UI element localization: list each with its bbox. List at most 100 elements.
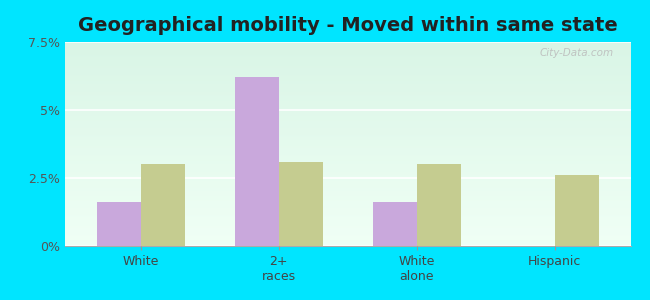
Bar <box>97 202 141 246</box>
Bar <box>65 235 630 236</box>
Bar <box>65 171 630 172</box>
Bar <box>65 114 630 115</box>
Bar <box>65 71 630 72</box>
Bar <box>65 187 630 188</box>
Bar <box>65 234 630 235</box>
Bar <box>65 164 630 165</box>
Bar <box>65 160 630 161</box>
Bar <box>65 115 630 116</box>
Bar <box>65 76 630 77</box>
Bar <box>65 173 630 174</box>
Bar <box>65 190 630 191</box>
Bar <box>65 135 630 136</box>
Bar <box>65 230 630 231</box>
Bar <box>65 121 630 122</box>
Bar <box>65 165 630 166</box>
Bar <box>65 227 630 228</box>
Bar <box>65 61 630 62</box>
Bar <box>65 237 630 238</box>
Bar <box>65 112 630 113</box>
Bar <box>65 117 630 118</box>
Bar <box>65 239 630 240</box>
Bar <box>65 188 630 189</box>
Bar <box>65 193 630 194</box>
Bar <box>65 169 630 170</box>
Bar <box>65 132 630 133</box>
Bar <box>65 232 630 233</box>
Bar <box>65 191 630 192</box>
Bar <box>65 59 630 60</box>
Bar <box>65 62 630 63</box>
Bar <box>65 81 630 82</box>
Bar <box>65 161 630 162</box>
Bar <box>65 64 630 65</box>
Bar <box>65 90 630 91</box>
Bar <box>65 157 630 158</box>
Bar <box>65 125 630 126</box>
Bar <box>65 124 630 125</box>
Bar <box>65 50 630 51</box>
Bar <box>65 178 630 179</box>
Bar <box>65 154 630 155</box>
Bar <box>65 110 630 111</box>
Bar <box>65 172 630 173</box>
Bar <box>65 119 630 120</box>
Bar <box>65 75 630 76</box>
Bar <box>65 195 630 196</box>
Bar <box>65 140 630 141</box>
Bar <box>65 63 630 64</box>
Bar <box>65 148 630 149</box>
Bar <box>65 105 630 106</box>
Bar <box>65 243 630 244</box>
Bar <box>417 164 461 246</box>
Bar <box>65 167 630 168</box>
Bar <box>65 46 630 47</box>
Bar <box>65 45 630 46</box>
Bar <box>65 93 630 94</box>
Bar <box>65 104 630 105</box>
Bar <box>65 201 630 202</box>
Bar <box>65 141 630 142</box>
Bar <box>65 203 630 204</box>
Bar <box>65 49 630 50</box>
Bar <box>65 111 630 112</box>
Bar <box>65 56 630 57</box>
Bar <box>65 210 630 211</box>
Bar <box>65 150 630 151</box>
Bar <box>65 159 630 160</box>
Bar <box>65 120 630 121</box>
Bar <box>65 186 630 187</box>
Bar <box>65 60 630 61</box>
Bar <box>65 52 630 53</box>
Bar <box>65 225 630 226</box>
Bar <box>235 77 279 246</box>
Bar <box>65 100 630 101</box>
Bar <box>65 77 630 78</box>
Bar <box>65 83 630 84</box>
Bar <box>65 138 630 139</box>
Bar <box>65 216 630 217</box>
Bar <box>65 228 630 229</box>
Bar <box>65 151 630 152</box>
Bar <box>65 229 630 230</box>
Bar <box>65 144 630 145</box>
Bar <box>65 160 630 161</box>
Bar <box>65 223 630 224</box>
Bar <box>65 68 630 69</box>
Bar <box>65 118 630 119</box>
Text: City-Data.com: City-Data.com <box>540 48 614 58</box>
Bar <box>65 108 630 109</box>
Bar <box>65 176 630 177</box>
Bar <box>65 47 630 48</box>
Bar <box>65 79 630 80</box>
Bar <box>65 101 630 102</box>
Bar <box>65 217 630 218</box>
Bar <box>65 182 630 183</box>
Bar <box>65 233 630 234</box>
Bar <box>65 65 630 66</box>
Bar <box>65 51 630 52</box>
Bar <box>65 152 630 153</box>
Bar <box>65 202 630 203</box>
Bar <box>65 134 630 135</box>
Bar <box>65 133 630 134</box>
